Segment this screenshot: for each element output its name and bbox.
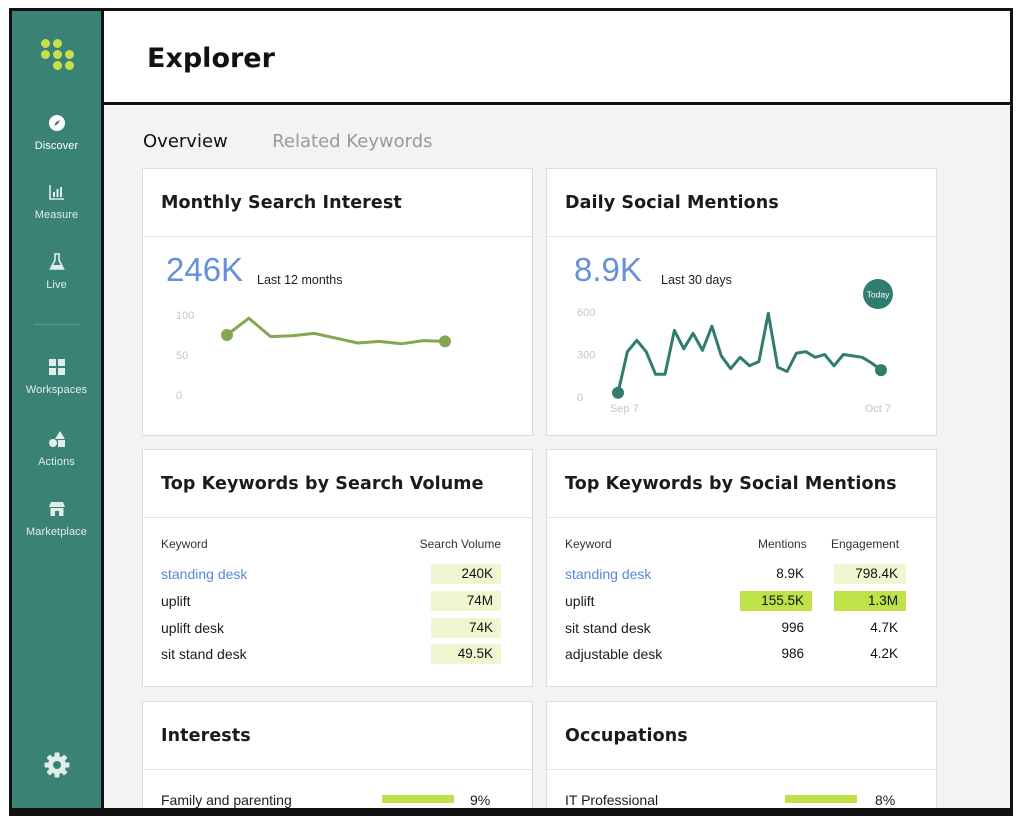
x-tick-label: Oct 7 <box>865 403 891 415</box>
compass-icon <box>48 115 65 131</box>
sidebar-item-marketplace[interactable]: Marketplace <box>12 500 101 540</box>
metric-value: 8.9K <box>574 251 642 288</box>
sidebar-item-label: Measure <box>34 209 79 221</box>
mentions-value: 986 <box>781 646 804 661</box>
interest-percent: 9% <box>470 792 491 808</box>
occupation-percent: 8% <box>875 792 896 808</box>
metric-period: Last 30 days <box>661 273 732 287</box>
brand-logo-icon[interactable] <box>39 39 79 79</box>
divider <box>143 769 532 770</box>
grid-icon <box>48 359 65 375</box>
x-tick-label: Sep 7 <box>610 403 639 415</box>
engagement-value: 4.2K <box>870 646 898 661</box>
tab-overview[interactable]: Overview <box>143 131 228 152</box>
shapes-icon <box>48 431 65 447</box>
sidebar-item-label: Marketplace <box>25 526 87 538</box>
interest-bar <box>382 795 454 803</box>
divider <box>547 769 936 770</box>
sidebar-item-workspaces[interactable]: Workspaces <box>12 358 101 398</box>
divider <box>143 517 532 518</box>
divider <box>547 517 936 518</box>
daily-social-card: Daily Social Mentions 8.9K Last 30 days … <box>546 168 937 436</box>
sidebar-item-label: Discover <box>34 140 79 152</box>
y-tick-label: 100 <box>176 310 194 322</box>
volume-value: 49.5K <box>431 644 501 664</box>
occupation-bar <box>785 795 857 803</box>
y-tick-label: 0 <box>176 390 182 402</box>
data-point-end <box>439 335 451 348</box>
y-tick-label: 300 <box>577 350 595 362</box>
y-tick-label: 0 <box>577 392 583 404</box>
metric-value: 246K <box>166 251 244 288</box>
volume-value: 240K <box>431 564 501 584</box>
daily-social-chart: 600 300 0 Sep 7 Oct 7 Today <box>577 279 893 415</box>
sidebar-item-measure[interactable]: Measure <box>12 183 101 223</box>
occupations-card: Occupations IT Professional 8% <box>546 701 937 808</box>
y-tick-label: 600 <box>577 307 595 319</box>
keyword-text: uplift desk <box>161 620 225 636</box>
volume-value: 74M <box>431 591 501 611</box>
sidebar-divider <box>34 324 80 325</box>
sidebar-item-label: Live <box>46 279 67 291</box>
keyword-text: sit stand desk <box>565 620 651 636</box>
sidebar-item-discover[interactable]: Discover <box>12 114 101 154</box>
mentions-value: 155.5K <box>740 591 812 611</box>
engagement-value: 4.7K <box>870 620 898 635</box>
data-point-start <box>221 329 233 341</box>
y-tick-label: 50 <box>176 350 188 362</box>
keyword-text: sit stand desk <box>161 646 247 662</box>
card-title: Top Keywords by Search Volume <box>161 474 484 494</box>
engagement-value: 1.3M <box>834 591 906 611</box>
interests-card: Interests Family and parenting 9% <box>142 701 533 808</box>
card-title: Top Keywords by Social Mentions <box>565 474 897 494</box>
column-header-keyword: Keyword <box>161 537 208 551</box>
card-title: Occupations <box>565 726 688 746</box>
metric-period: Last 12 months <box>257 273 343 287</box>
sidebar-item-label: Workspaces <box>25 384 88 396</box>
keyword-link[interactable]: standing desk <box>161 566 248 582</box>
top-search-card: Top Keywords by Search Volume Keyword Se… <box>142 449 533 687</box>
keyword-text: adjustable desk <box>565 646 663 662</box>
keyword-text: uplift <box>161 593 191 609</box>
mentions-value: 8.9K <box>776 566 804 581</box>
occupation-label: IT Professional <box>565 792 659 808</box>
card-title: Monthly Search Interest <box>161 193 402 213</box>
series-line <box>225 316 447 346</box>
column-header-volume: Search Volume <box>419 537 501 551</box>
store-icon <box>48 502 65 516</box>
column-header-engagement: Engagement <box>831 537 900 551</box>
data-point-end <box>875 364 887 377</box>
divider <box>547 236 936 237</box>
page-title: Explorer <box>147 43 275 74</box>
sidebar-item-label: Actions <box>38 456 75 468</box>
interest-label: Family and parenting <box>161 792 292 808</box>
flask-icon <box>48 253 65 270</box>
monthly-search-card: Monthly Search Interest 246K Last 12 mon… <box>142 168 533 436</box>
top-social-card: Top Keywords by Social Mentions Keyword … <box>546 449 937 687</box>
keyword-link[interactable]: standing desk <box>565 566 652 582</box>
tab-bar: Overview Related Keywords <box>143 131 473 152</box>
today-badge <box>863 279 893 309</box>
today-badge-label: Today <box>867 290 890 300</box>
sidebar-item-live[interactable]: Live <box>12 253 101 293</box>
card-title: Interests <box>161 726 251 746</box>
app-frame: Discover Measure Live Workspa <box>9 8 1013 816</box>
data-point-start <box>612 386 624 399</box>
gear-icon[interactable] <box>43 751 71 779</box>
sidebar: Discover Measure Live Workspa <box>12 11 104 808</box>
sidebar-item-actions[interactable]: Actions <box>12 430 101 470</box>
keyword-text: uplift <box>565 593 595 609</box>
volume-value: 74K <box>431 618 501 638</box>
series-line <box>616 311 883 395</box>
engagement-value: 798.4K <box>834 564 906 584</box>
card-title: Daily Social Mentions <box>565 193 779 213</box>
tab-related-keywords[interactable]: Related Keywords <box>272 131 433 152</box>
monthly-search-chart: 100 50 0 <box>176 310 451 402</box>
divider <box>143 236 532 237</box>
page-header: Explorer <box>104 11 1010 105</box>
bar-chart-icon <box>48 185 64 200</box>
column-header-mentions: Mentions <box>758 537 807 551</box>
column-header-keyword: Keyword <box>565 537 612 551</box>
mentions-value: 996 <box>781 620 804 635</box>
